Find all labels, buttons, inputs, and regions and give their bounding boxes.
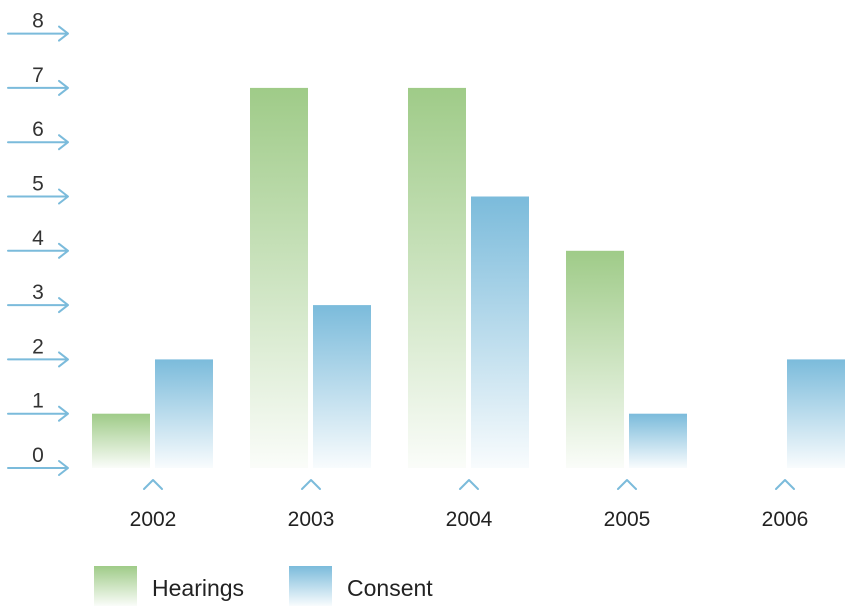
y-tick-arrow-icon bbox=[7, 25, 69, 42]
y-tick: 8 bbox=[7, 10, 69, 42]
chevron-up-icon bbox=[459, 479, 479, 490]
y-tick-arrow-icon bbox=[7, 188, 69, 205]
x-tick: 2006 bbox=[762, 479, 809, 531]
bar-hearings-2002 bbox=[92, 413, 150, 468]
legend: Hearings Consent bbox=[94, 566, 433, 606]
y-tick-arrow-icon bbox=[7, 242, 69, 259]
x-tick: 2002 bbox=[130, 479, 177, 531]
chevron-up-icon bbox=[301, 479, 321, 490]
bar-consent-2003 bbox=[313, 305, 371, 468]
y-tick-label: 2 bbox=[32, 335, 44, 358]
y-axis: 0 1 2 3 4 5 6 7 8 bbox=[7, 10, 69, 476]
y-tick-label: 5 bbox=[32, 173, 44, 196]
y-tick: 1 bbox=[7, 390, 69, 422]
bar-consent-2005 bbox=[629, 413, 687, 468]
x-tick: 2004 bbox=[446, 479, 493, 531]
legend-swatch bbox=[94, 566, 137, 606]
y-tick-label: 0 bbox=[32, 444, 44, 467]
chevron-up-icon bbox=[617, 479, 637, 490]
y-tick: 2 bbox=[7, 335, 69, 368]
chevron-up-icon bbox=[775, 479, 795, 490]
legend-label: Hearings bbox=[152, 575, 244, 601]
chevron-up-icon bbox=[143, 479, 163, 490]
legend-swatch bbox=[289, 566, 332, 606]
x-tick-label: 2004 bbox=[446, 508, 493, 531]
y-tick-arrow-icon bbox=[7, 405, 69, 422]
x-tick-label: 2003 bbox=[288, 508, 335, 531]
bar-hearings-2005 bbox=[566, 250, 624, 468]
y-tick-arrow-icon bbox=[7, 351, 69, 368]
y-tick-label: 7 bbox=[32, 64, 44, 87]
y-tick: 3 bbox=[7, 281, 69, 314]
x-tick-label: 2005 bbox=[604, 508, 651, 531]
legend-label: Consent bbox=[347, 575, 433, 601]
x-tick-label: 2006 bbox=[762, 508, 809, 531]
y-tick-arrow-icon bbox=[7, 460, 69, 476]
bar-hearings-2003 bbox=[250, 87, 308, 469]
legend-item-consent: Consent bbox=[289, 566, 433, 606]
x-tick-label: 2002 bbox=[130, 508, 177, 531]
x-tick: 2003 bbox=[288, 479, 335, 531]
y-tick: 0 bbox=[7, 444, 69, 476]
bar-hearings-2004 bbox=[408, 87, 466, 469]
y-tick: 7 bbox=[7, 64, 69, 96]
y-tick-arrow-icon bbox=[7, 134, 69, 151]
bars bbox=[92, 87, 845, 469]
y-tick: 4 bbox=[7, 227, 69, 259]
y-tick: 6 bbox=[7, 118, 69, 151]
y-tick-label: 3 bbox=[32, 281, 44, 304]
bar-consent-2006 bbox=[787, 359, 845, 468]
bar-consent-2004 bbox=[471, 196, 529, 468]
legend-item-hearings: Hearings bbox=[94, 566, 244, 606]
y-tick-label: 8 bbox=[32, 10, 44, 33]
y-tick-arrow-icon bbox=[7, 297, 69, 314]
x-axis: 2002 2003 2004 2005 2006 bbox=[130, 479, 809, 531]
y-tick-arrow-icon bbox=[7, 79, 69, 96]
y-tick: 5 bbox=[7, 173, 69, 205]
y-tick-label: 6 bbox=[32, 118, 44, 141]
bar-consent-2002 bbox=[155, 359, 213, 468]
y-tick-label: 1 bbox=[32, 390, 44, 413]
y-tick-label: 4 bbox=[32, 227, 44, 250]
x-tick: 2005 bbox=[604, 479, 651, 531]
